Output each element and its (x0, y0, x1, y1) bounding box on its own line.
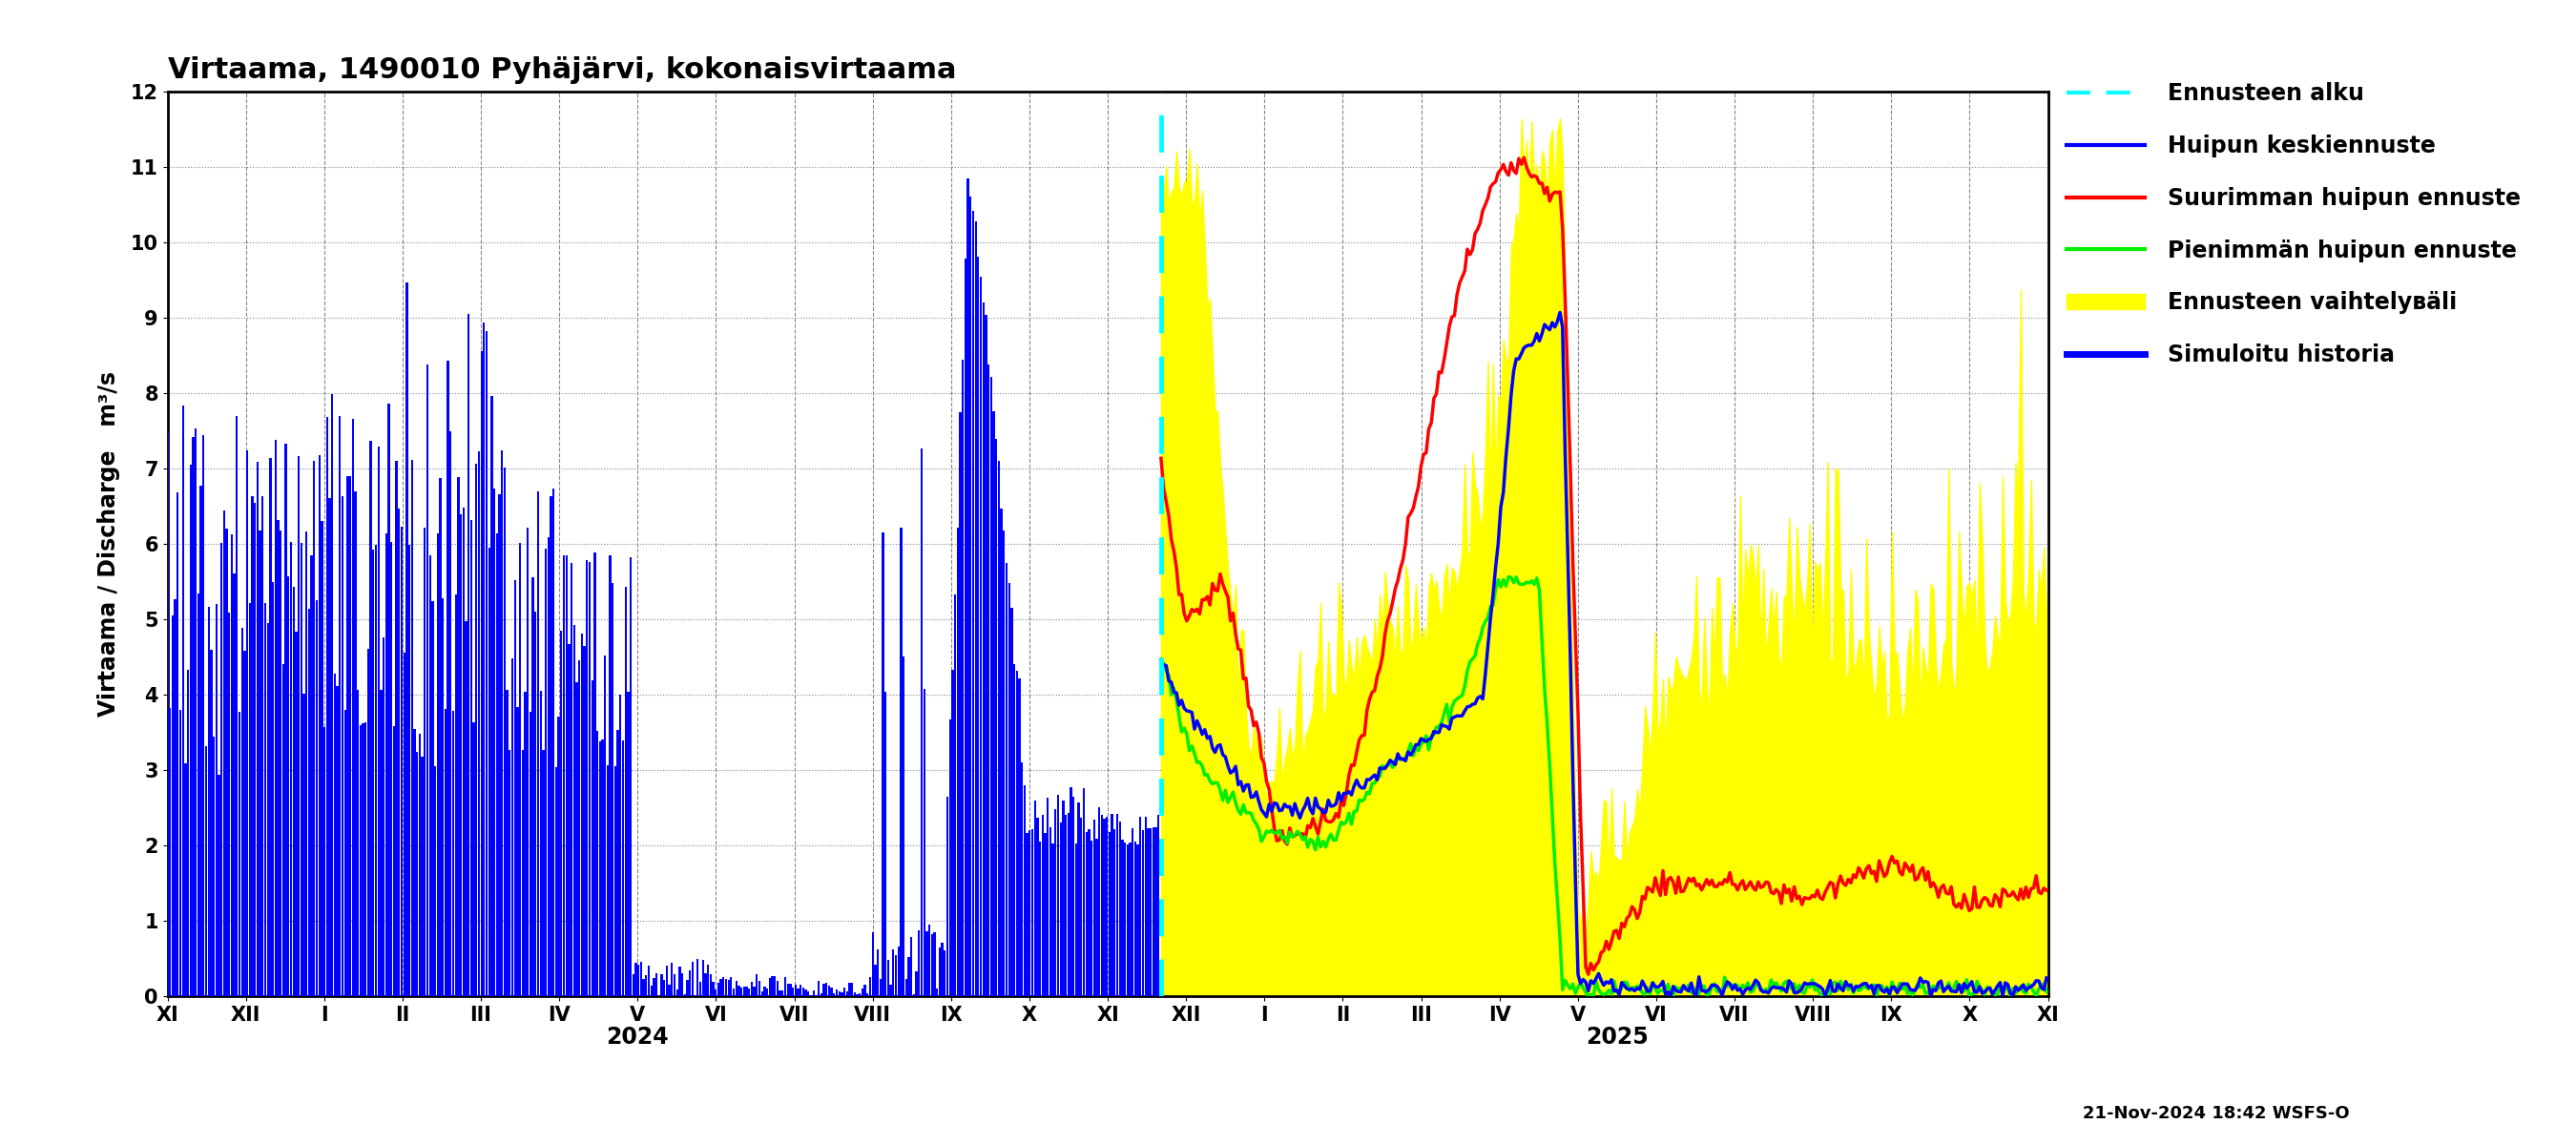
Y-axis label: Virtaama / Discharge   m³/s: Virtaama / Discharge m³/s (98, 371, 121, 717)
Text: 2024: 2024 (605, 1026, 670, 1049)
Text: Virtaama, 1490010 Pyhäjärvi, kokonaisvirtaama: Virtaama, 1490010 Pyhäjärvi, kokonaisvir… (167, 56, 956, 84)
Text: 21-Nov-2024 18:42 WSFS-O: 21-Nov-2024 18:42 WSFS-O (2081, 1105, 2349, 1122)
Text: 2025: 2025 (1587, 1026, 1649, 1049)
Legend: Ennusteen alku, Huipun keskiennuste, Suurimman huipun ennuste, Pienimmän huipun : Ennusteen alku, Huipun keskiennuste, Suu… (2058, 73, 2530, 376)
